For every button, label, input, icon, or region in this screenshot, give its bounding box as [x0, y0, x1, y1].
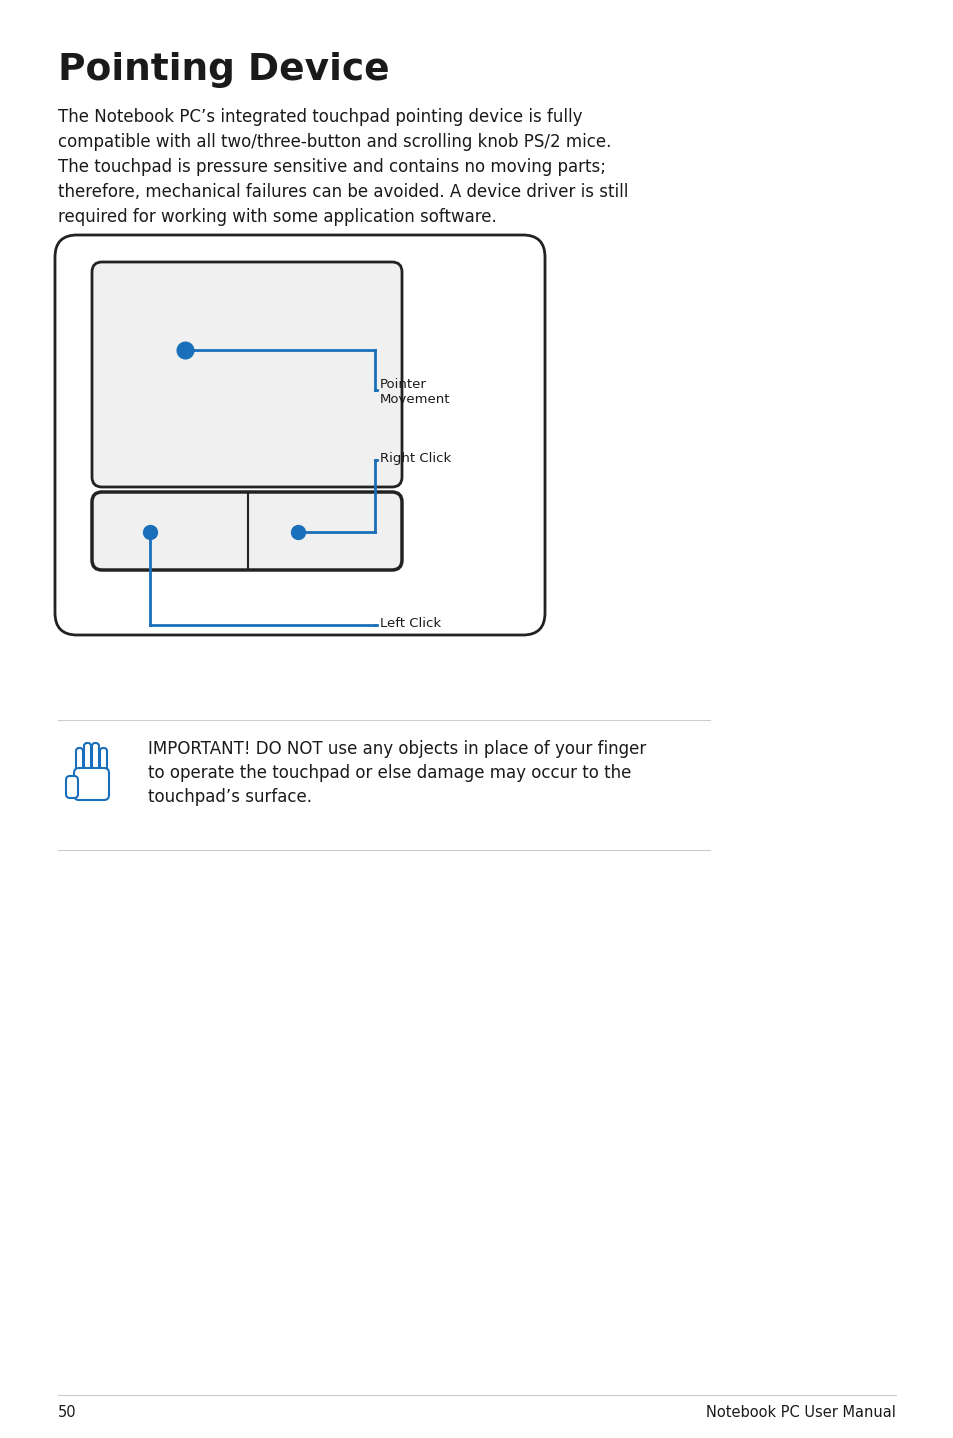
- Text: to operate the touchpad or else damage may occur to the: to operate the touchpad or else damage m…: [148, 764, 631, 782]
- Text: IMPORTANT! DO NOT use any objects in place of your finger: IMPORTANT! DO NOT use any objects in pla…: [148, 741, 645, 758]
- Text: The Notebook PC’s integrated touchpad pointing device is fully: The Notebook PC’s integrated touchpad po…: [58, 108, 582, 127]
- FancyBboxPatch shape: [100, 748, 107, 777]
- Text: Pointer
Movement: Pointer Movement: [379, 378, 450, 406]
- Text: Left Click: Left Click: [379, 617, 440, 630]
- Text: Pointing Device: Pointing Device: [58, 52, 389, 88]
- FancyBboxPatch shape: [84, 743, 91, 775]
- FancyBboxPatch shape: [76, 748, 83, 777]
- FancyBboxPatch shape: [91, 743, 99, 775]
- FancyBboxPatch shape: [74, 768, 109, 800]
- Text: The touchpad is pressure sensitive and contains no moving parts;: The touchpad is pressure sensitive and c…: [58, 158, 605, 175]
- Text: therefore, mechanical failures can be avoided. A device driver is still: therefore, mechanical failures can be av…: [58, 183, 628, 201]
- Text: Right Click: Right Click: [379, 452, 451, 464]
- Text: Notebook PC User Manual: Notebook PC User Manual: [705, 1405, 895, 1419]
- FancyBboxPatch shape: [55, 234, 544, 636]
- FancyBboxPatch shape: [66, 777, 78, 798]
- FancyBboxPatch shape: [91, 262, 401, 487]
- FancyBboxPatch shape: [91, 492, 401, 569]
- Text: required for working with some application software.: required for working with some applicati…: [58, 209, 497, 226]
- Text: touchpad’s surface.: touchpad’s surface.: [148, 788, 312, 807]
- Text: 50: 50: [58, 1405, 76, 1419]
- Text: compatible with all two/three-button and scrolling knob PS/2 mice.: compatible with all two/three-button and…: [58, 132, 611, 151]
